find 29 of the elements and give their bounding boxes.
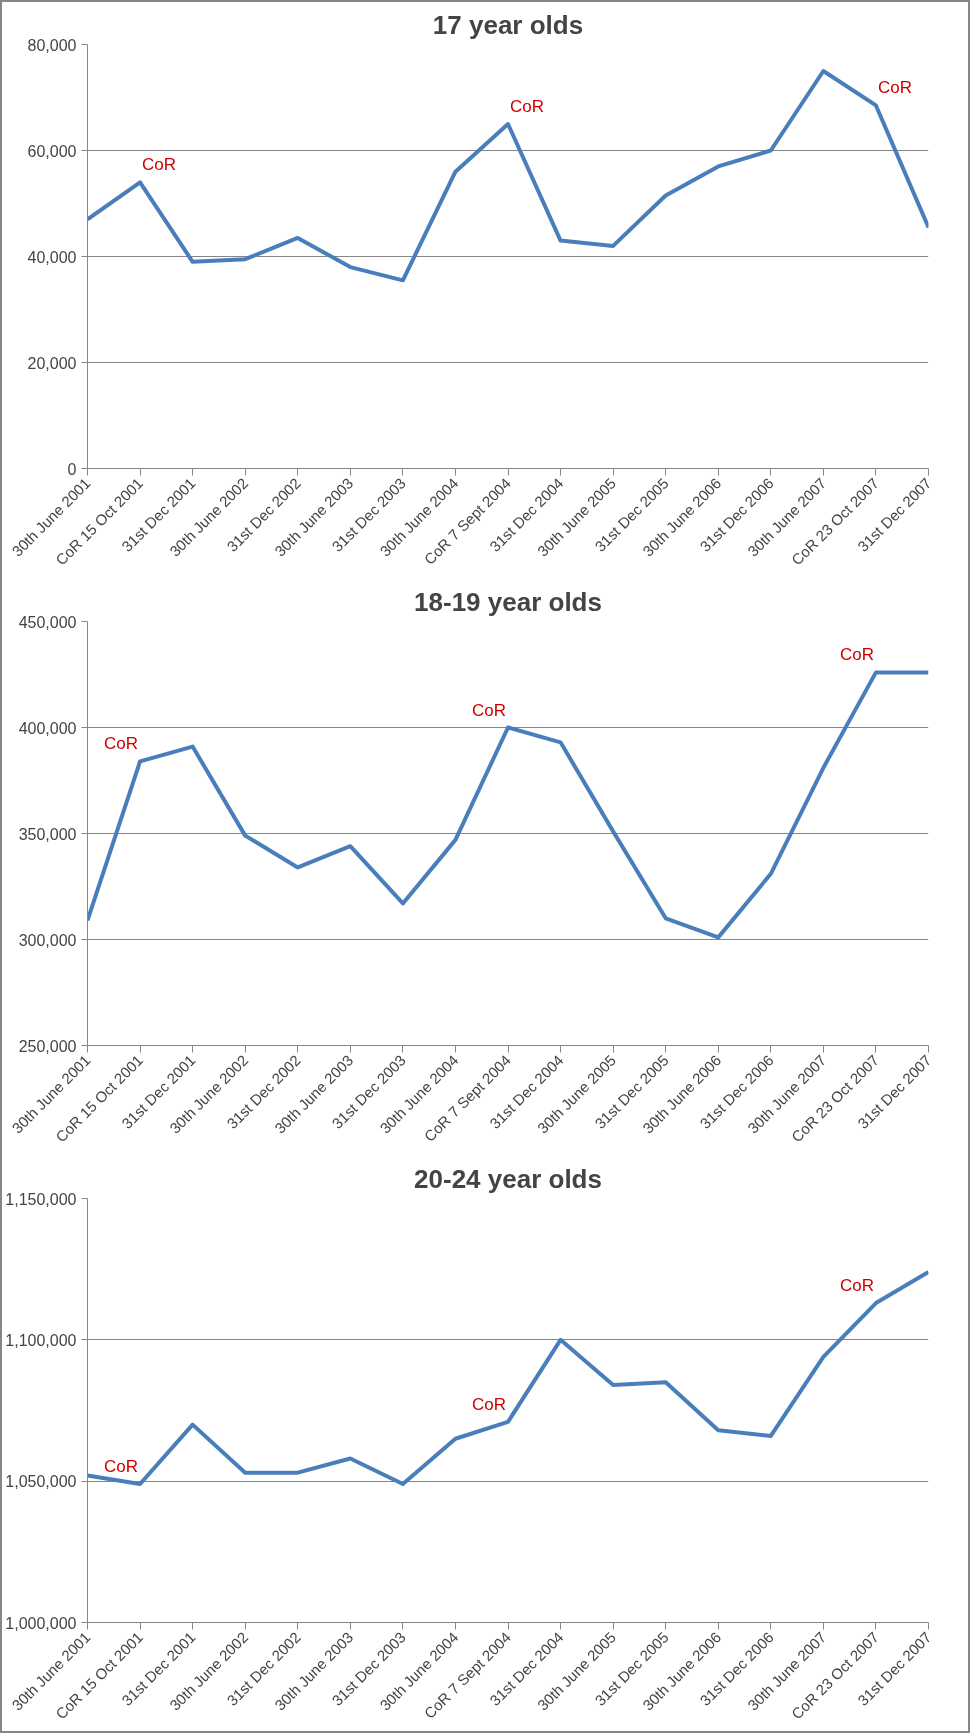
y-tick-label: 1,050,000: [5, 1473, 77, 1491]
y-tick-label: 400,000: [18, 719, 77, 737]
annotation: CoR: [510, 97, 545, 116]
y-tick-label: 80,000: [27, 36, 77, 54]
y-tick-label: 350,000: [18, 825, 77, 843]
y-tick-label: 1,150,000: [5, 1190, 77, 1208]
y-tick-label: 40,000: [27, 248, 77, 266]
annotation: CoR: [471, 1394, 507, 1414]
y-tick-label: 0: [67, 460, 77, 478]
y-tick-label: 450,000: [18, 613, 77, 631]
line-series: [87, 1269, 929, 1486]
chart-title: 20-24 year olds: [414, 1163, 602, 1194]
y-tick-label: 250,000: [18, 1037, 77, 1055]
annotation: CoR: [839, 645, 874, 665]
annotation: CoR: [839, 1276, 874, 1296]
y-tick-label: 20,000: [27, 354, 77, 372]
line-series: [87, 69, 929, 283]
y-tick-label: 1,000,000: [5, 1614, 77, 1632]
annotation: CoR: [471, 700, 507, 720]
line-series: [87, 670, 929, 940]
y-tick-label: 60,000: [27, 142, 77, 160]
annotation: CoR: [104, 1456, 139, 1476]
chart-title: 18-19 year olds: [414, 586, 602, 617]
y-tick-label: 300,000: [18, 931, 77, 949]
annotation: CoR: [104, 734, 139, 754]
annotation: CoR: [142, 155, 177, 175]
chart-title: 17 year olds: [432, 9, 584, 40]
y-tick-label: 1,100,000: [5, 1331, 77, 1349]
annotation: CoR: [877, 78, 912, 98]
